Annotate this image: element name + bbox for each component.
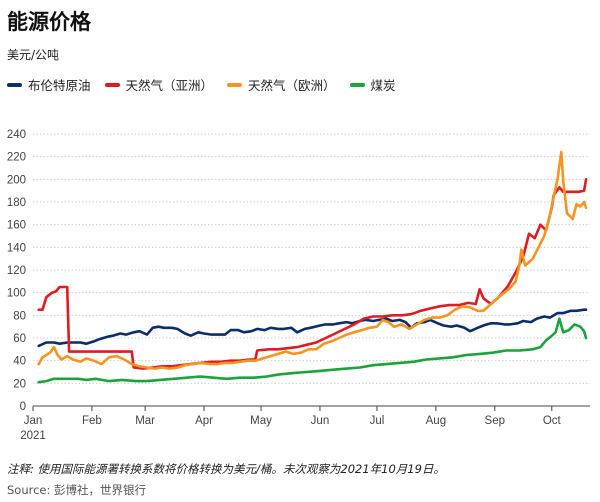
x-tick-label: Oct: [543, 415, 562, 427]
x-tick-label: Jun: [311, 415, 330, 427]
y-tick-label: 200: [7, 174, 26, 186]
legend-label-coal: 煤炭: [370, 78, 396, 93]
footnote: 注释: 使用国际能源署转换系数将价格转换为美元/桶。未次观察为2021年10月1…: [7, 462, 445, 476]
legend-swatch-brent: [7, 82, 22, 87]
y-tick-label: 0: [20, 401, 26, 413]
x-tick-sublabel: 2021: [20, 430, 46, 442]
axes: 0 20 40 60 80 100 120 140 160 180 200 220 240 Jan 2021…: [7, 129, 590, 442]
y-tick-label: 160: [7, 220, 26, 232]
series-line-gas-asia: [37, 178, 588, 370]
legend-item-gas-asia: 天然气（亚洲）: [104, 75, 214, 94]
y-tick-label: 80: [13, 310, 26, 322]
y-tick-label: 60: [13, 333, 26, 345]
legend-swatch-gas-europe: [227, 82, 243, 87]
source-line: Source: 彭博社，世界银行: [7, 483, 147, 497]
y-tick-label: 240: [7, 129, 26, 141]
legend-item-brent: 布伦特原油: [7, 75, 91, 94]
x-tick-label: Sep: [485, 415, 505, 427]
chart-plot: 0 20 40 60 80 100 120 140 160 180 200 220 240 Jan 2021…: [7, 129, 590, 442]
series-line-coal: [37, 317, 588, 384]
x-tick-label: Aug: [426, 415, 446, 427]
legend-swatch-coal: [349, 82, 365, 87]
legend: 布伦特原油 天然气（亚洲） 天然气（欧洲） 煤炭: [7, 75, 410, 94]
grid-lines: [33, 133, 590, 384]
series-lines: [37, 150, 588, 384]
legend-swatch-gas-asia: [104, 82, 120, 87]
legend-label-brent: 布伦特原油: [28, 78, 91, 93]
x-tick-label: Jan: [24, 415, 43, 427]
legend-item-gas-europe: 天然气（欧洲）: [227, 75, 336, 94]
series-line-brent: [37, 308, 588, 348]
y-tick-label: 140: [7, 242, 26, 254]
y-tick-label: 180: [7, 197, 26, 209]
legend-label-gas-asia: 天然气（亚洲）: [125, 78, 214, 93]
y-tick-label: 40: [13, 356, 26, 368]
legend-label-gas-europe: 天然气（欧洲）: [248, 78, 336, 93]
unit-label: 美元/公吨: [7, 48, 60, 62]
legend-item-coal: 煤炭: [349, 75, 396, 94]
y-tick-label: 120: [7, 265, 26, 277]
x-tick-label: Mar: [135, 415, 155, 427]
x-tick-label: May: [250, 415, 272, 427]
y-tick-label: 220: [7, 152, 26, 164]
x-tick-label: Feb: [82, 415, 102, 427]
chart-title: 能源价格: [7, 10, 91, 34]
series-line-gas-europe: [37, 150, 588, 370]
y-tick-label: 100: [7, 288, 26, 300]
x-tick-label: Jul: [370, 415, 385, 427]
y-tick-label: 20: [13, 378, 26, 390]
x-tick-label: Apr: [195, 415, 213, 427]
